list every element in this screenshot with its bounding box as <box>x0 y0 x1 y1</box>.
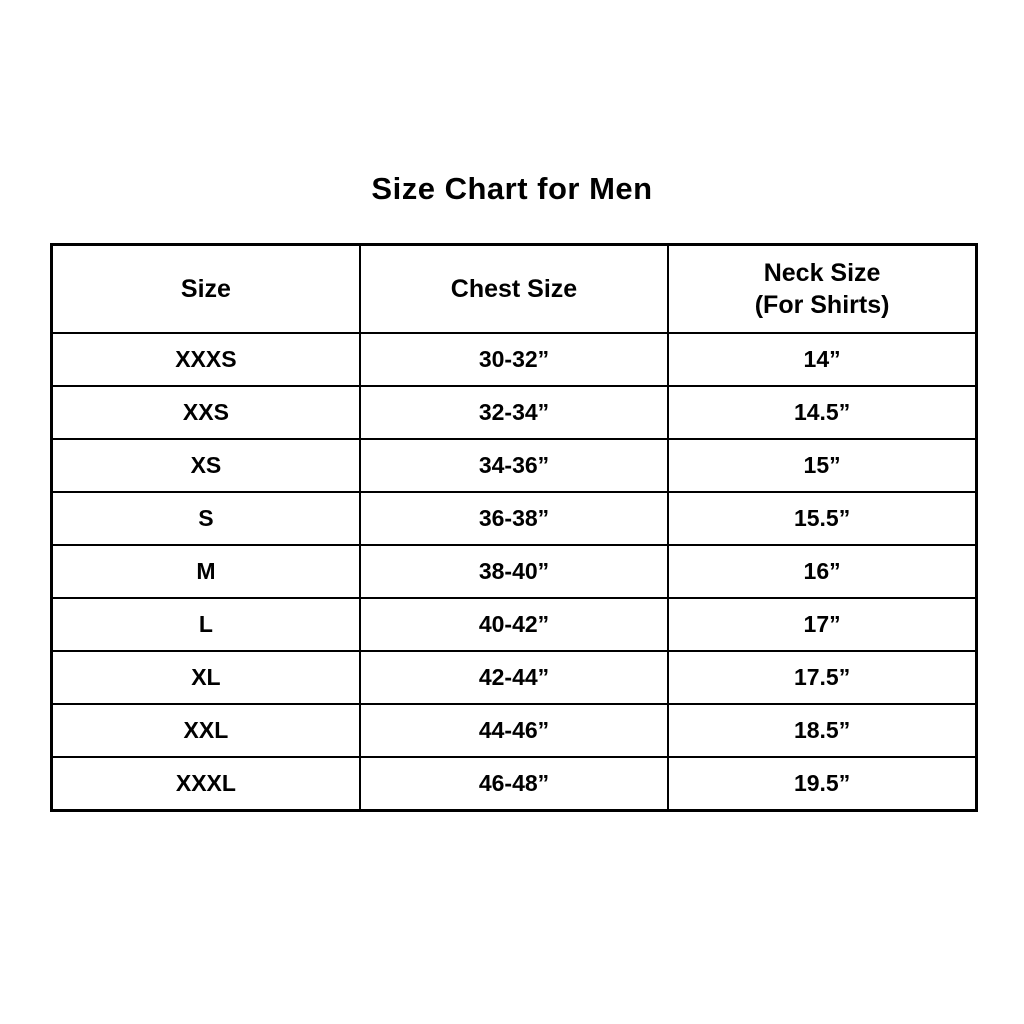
header-cell-size: Size <box>50 243 361 334</box>
cell-chest-size: 30-32” <box>358 332 670 387</box>
table-row: XS 34-36” 15” <box>50 438 978 493</box>
cell-neck-size: 17.5” <box>667 650 978 705</box>
table-row: XXS 32-34” 14.5” <box>50 385 978 440</box>
cell-size: M <box>50 544 361 599</box>
header-cell-neck-size: Neck Size (For Shirts) <box>667 243 978 334</box>
cell-size: S <box>50 491 361 546</box>
cell-neck-size: 18.5” <box>667 703 978 758</box>
size-chart-table: Size Chest Size Neck Size (For Shirts) X… <box>50 243 978 812</box>
cell-chest-size: 34-36” <box>358 438 670 493</box>
cell-neck-size: 14.5” <box>667 385 978 440</box>
table-header-row: Size Chest Size Neck Size (For Shirts) <box>50 243 978 334</box>
cell-neck-size: 16” <box>667 544 978 599</box>
cell-neck-size: 17” <box>667 597 978 652</box>
cell-chest-size: 42-44” <box>358 650 670 705</box>
cell-size: XXS <box>50 385 361 440</box>
cell-neck-size: 15” <box>667 438 978 493</box>
page-title: Size Chart for Men <box>371 171 653 206</box>
cell-neck-size: 19.5” <box>667 756 978 812</box>
table-row: XL 42-44” 17.5” <box>50 650 978 705</box>
cell-size: XS <box>50 438 361 493</box>
cell-chest-size: 40-42” <box>358 597 670 652</box>
cell-neck-size: 15.5” <box>667 491 978 546</box>
cell-neck-size: 14” <box>667 332 978 387</box>
cell-chest-size: 36-38” <box>358 491 670 546</box>
neck-size-label: Neck Size <box>763 258 881 287</box>
cell-size: XL <box>50 650 361 705</box>
table-row: S 36-38” 15.5” <box>50 491 978 546</box>
cell-size: XXXL <box>50 756 361 812</box>
header-cell-chest-size: Chest Size <box>358 243 670 334</box>
table-row: XXL 44-46” 18.5” <box>50 703 978 758</box>
cell-size: XXXS <box>50 332 361 387</box>
table-row: M 38-40” 16” <box>50 544 978 599</box>
cell-chest-size: 46-48” <box>358 756 670 812</box>
cell-size: L <box>50 597 361 652</box>
cell-size: XXL <box>50 703 361 758</box>
table-row: XXXS 30-32” 14” <box>50 332 978 387</box>
cell-chest-size: 38-40” <box>358 544 670 599</box>
cell-chest-size: 32-34” <box>358 385 670 440</box>
cell-chest-size: 44-46” <box>358 703 670 758</box>
neck-size-sublabel: (For Shirts) <box>754 291 890 319</box>
table-row: XXXL 46-48” 19.5” <box>50 756 978 812</box>
table-row: L 40-42” 17” <box>50 597 978 652</box>
